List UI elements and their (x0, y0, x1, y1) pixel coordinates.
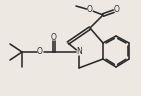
Text: O: O (87, 5, 93, 14)
Text: O: O (114, 5, 120, 14)
Text: O: O (37, 48, 43, 57)
Text: N: N (76, 48, 82, 57)
Text: O: O (51, 33, 57, 41)
